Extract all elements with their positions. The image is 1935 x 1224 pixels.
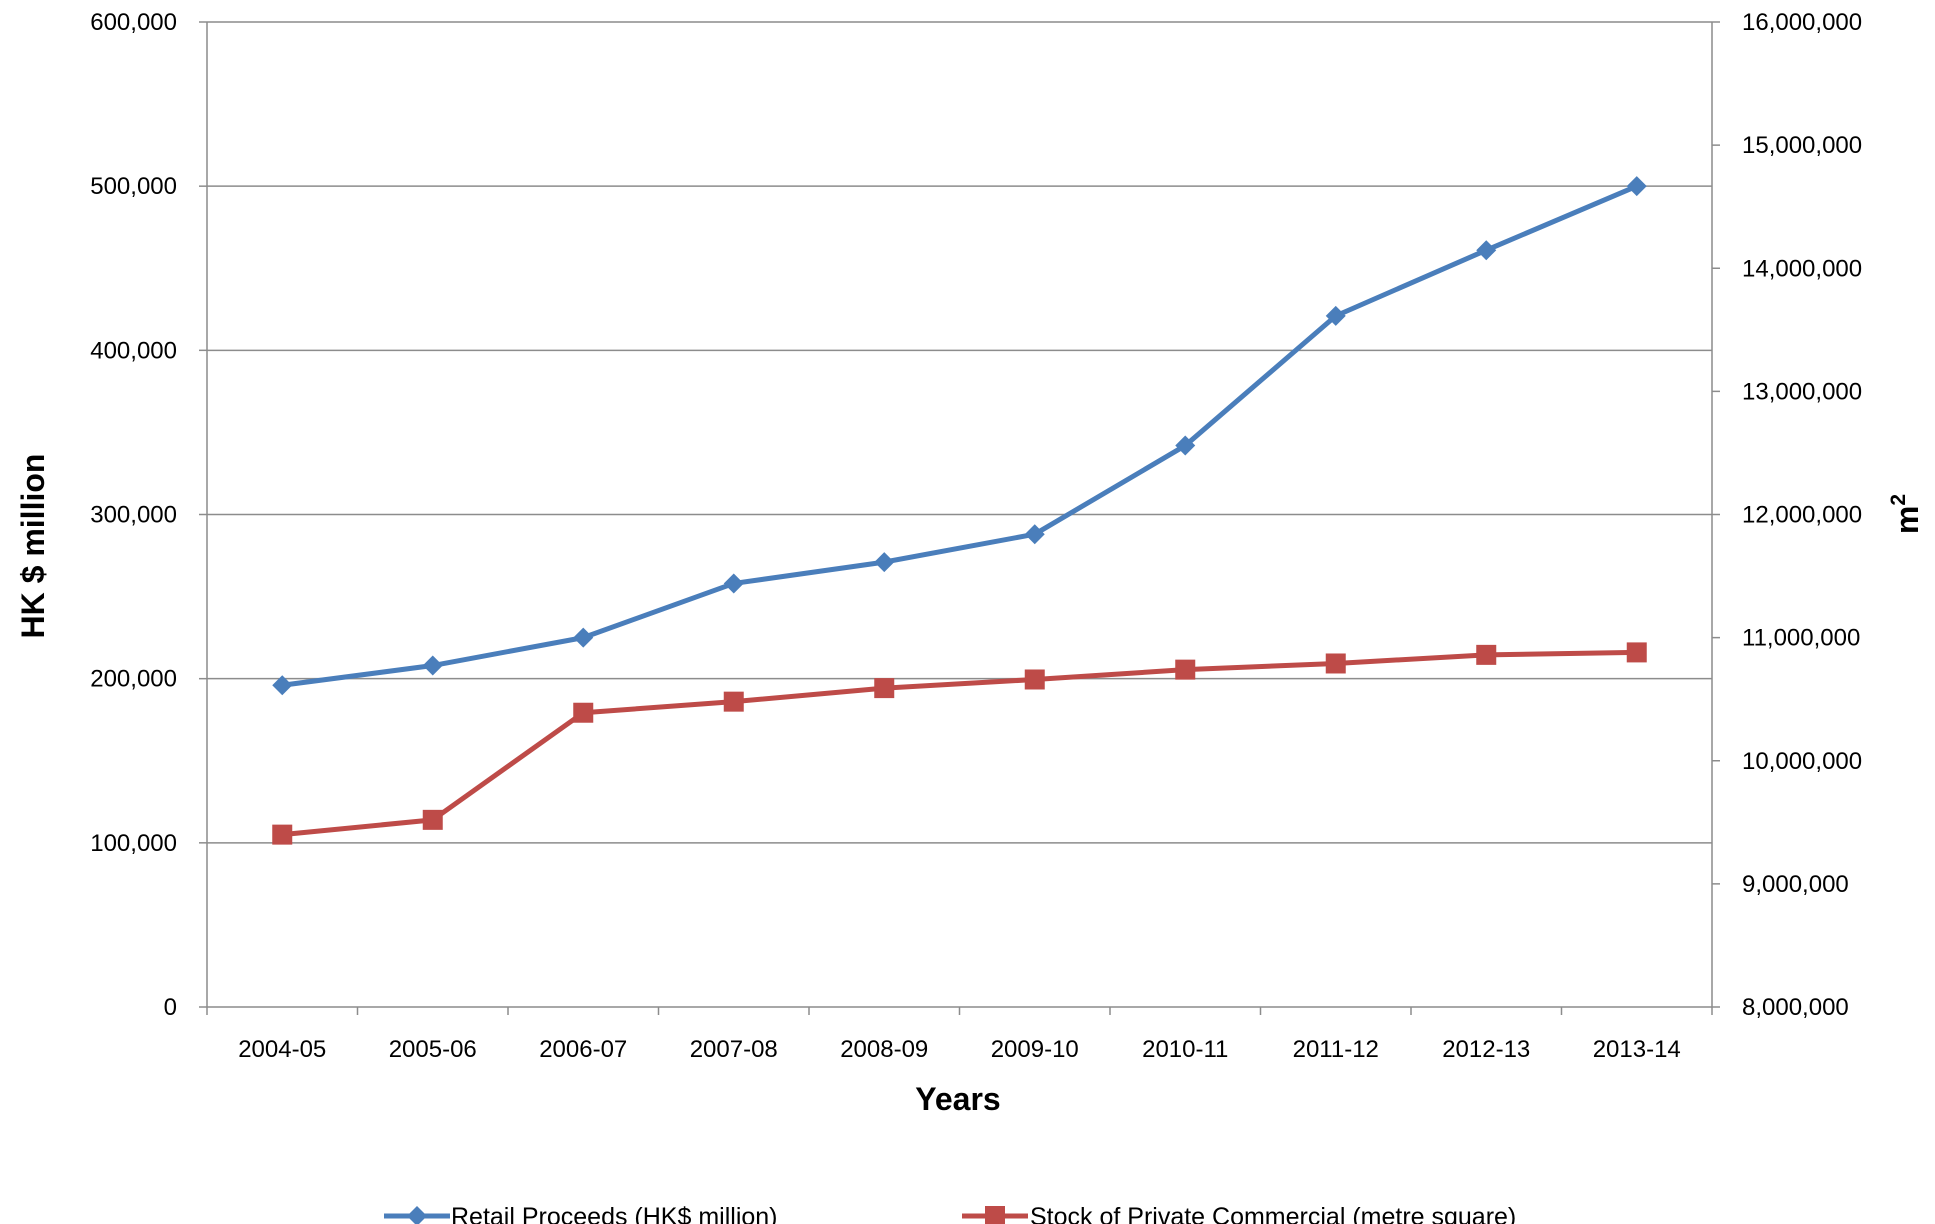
series-2-point bbox=[573, 702, 594, 723]
series-2-point bbox=[874, 678, 895, 699]
x-tick-label: 2011-12 bbox=[1293, 1036, 1379, 1063]
legend-item-1: Retail Proceeds (HK$ million) bbox=[384, 1203, 778, 1224]
series-2-point bbox=[1476, 644, 1497, 665]
series-1-point bbox=[1476, 240, 1497, 261]
left-y-axis: 0 100,000 200,000 300,000 400,000 500,000 600,… bbox=[90, 9, 207, 1021]
left-tick-label: 300,000 bbox=[90, 502, 177, 529]
x-tick-label: 2009-10 bbox=[991, 1036, 1079, 1063]
x-tick-label: 2008-09 bbox=[840, 1036, 928, 1063]
right-tick-label: 8,000,000 bbox=[1742, 994, 1849, 1021]
series-2-point bbox=[272, 824, 293, 845]
series-2-point bbox=[422, 809, 443, 830]
series-1-point bbox=[1175, 435, 1196, 456]
x-tick-label: 2007-08 bbox=[690, 1036, 778, 1063]
series-1-point bbox=[422, 655, 443, 676]
left-tick-label: 400,000 bbox=[90, 337, 177, 364]
right-y-axis-unit: m bbox=[1889, 506, 1925, 534]
series-1-point bbox=[874, 552, 895, 573]
right-tick-label: 10,000,000 bbox=[1742, 748, 1862, 775]
legend-item-2: Stock of Private Commercial (metre squar… bbox=[962, 1203, 1516, 1224]
series-1-point bbox=[272, 675, 293, 696]
series-1-point bbox=[1325, 305, 1346, 326]
legend: Retail Proceeds (HK$ million) Stock of Pr… bbox=[384, 1203, 1516, 1224]
series-2-point bbox=[723, 691, 744, 712]
series-2 bbox=[272, 642, 1647, 845]
right-y-axis-unit-superscript: 2 bbox=[1887, 494, 1910, 506]
right-tick-label: 13,000,000 bbox=[1742, 378, 1862, 405]
series-2-point bbox=[1175, 659, 1196, 680]
right-tick-label: 15,000,000 bbox=[1742, 132, 1862, 159]
x-axis: 2004-05 2005-06 2006-07 2007-08 2008-09 2009-… bbox=[206, 1007, 1713, 1063]
series-2-point bbox=[1325, 653, 1346, 674]
plot-series bbox=[272, 176, 1647, 845]
series-2-point bbox=[1626, 642, 1647, 663]
series-1-point bbox=[1024, 524, 1045, 545]
x-tick-label: 2004-05 bbox=[238, 1036, 326, 1063]
legend-swatch-marker bbox=[407, 1206, 427, 1224]
legend-label: Stock of Private Commercial (metre squar… bbox=[1030, 1203, 1516, 1224]
series-2-line bbox=[282, 649, 1637, 838]
series-1-point bbox=[573, 627, 594, 648]
x-axis-title: Years bbox=[915, 1081, 1000, 1117]
right-tick-label: 16,000,000 bbox=[1742, 9, 1862, 36]
right-tick-label: 12,000,000 bbox=[1742, 502, 1862, 529]
x-tick-label: 2005-06 bbox=[389, 1036, 477, 1063]
left-tick-label: 200,000 bbox=[90, 666, 177, 693]
x-tick-label: 2006-07 bbox=[539, 1036, 627, 1063]
grid-lines bbox=[207, 21, 1712, 844]
right-y-axis-title: m2 bbox=[1887, 494, 1925, 534]
right-tick-label: 9,000,000 bbox=[1742, 871, 1849, 898]
x-tick-label: 2012-13 bbox=[1442, 1036, 1530, 1063]
left-tick-label: 600,000 bbox=[90, 9, 177, 36]
right-tick-label: 14,000,000 bbox=[1742, 255, 1862, 282]
series-1-point bbox=[723, 573, 744, 594]
left-y-axis-title: HK $ million bbox=[15, 454, 51, 639]
left-tick-label: 100,000 bbox=[90, 830, 177, 857]
x-tick-label: 2010-11 bbox=[1142, 1036, 1228, 1063]
series-1 bbox=[272, 176, 1647, 696]
series-2-point bbox=[1024, 669, 1045, 690]
series-1-point bbox=[1626, 176, 1647, 197]
series-1-line bbox=[281, 183, 1638, 688]
left-tick-label: 500,000 bbox=[90, 173, 177, 200]
x-tick-label: 2013-14 bbox=[1593, 1036, 1681, 1063]
right-y-axis: 8,000,000 9,000,000 10,000,000 11,000,000 12… bbox=[1712, 9, 1862, 1021]
legend-swatch-marker bbox=[985, 1206, 1005, 1224]
left-tick-label: 0 bbox=[164, 994, 177, 1021]
right-tick-label: 11,000,000 bbox=[1742, 625, 1860, 652]
legend-label: Retail Proceeds (HK$ million) bbox=[451, 1203, 778, 1224]
